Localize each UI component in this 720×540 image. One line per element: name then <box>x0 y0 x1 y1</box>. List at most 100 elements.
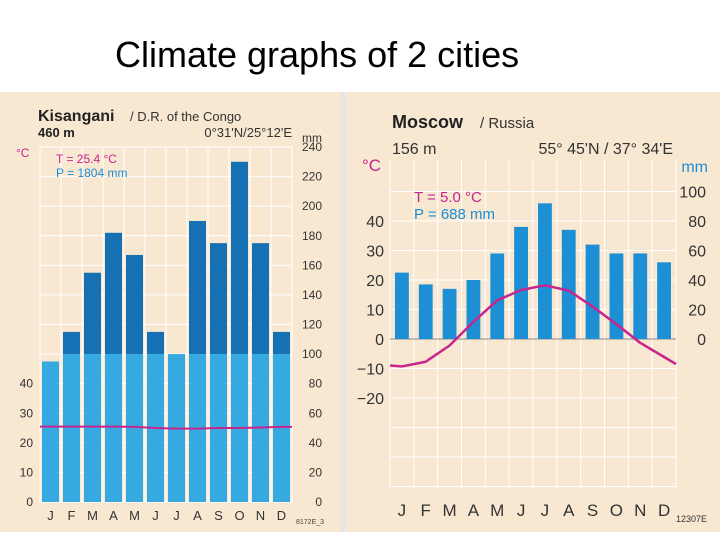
k-month-label: N <box>256 508 265 523</box>
k-precip-bar-high <box>231 161 248 355</box>
m-month-label: J <box>517 501 526 520</box>
k-precip-bar-high <box>252 243 269 355</box>
m-precip-bar <box>490 253 505 339</box>
k-temp-tick-label: 10 <box>20 465 34 479</box>
m-precip-bar <box>514 226 528 339</box>
m-month-label: F <box>421 501 431 520</box>
m-month-label: J <box>541 501 550 520</box>
m-temp-tick-label: 10 <box>366 303 384 320</box>
k-month-label: A <box>109 508 118 523</box>
k-month-label: J <box>152 508 159 523</box>
m-temp-tick-label: 20 <box>366 273 384 290</box>
m-precip-bar <box>395 272 409 339</box>
k-precip-bar-high <box>63 331 80 355</box>
k-precip-tick-label: 160 <box>302 258 322 272</box>
k-precip-tick-label: 60 <box>309 406 323 420</box>
k-month-label: M <box>87 508 98 523</box>
k-temperature-line <box>40 425 292 430</box>
m-precip-bar <box>585 244 600 339</box>
m-left-unit: °C <box>362 156 381 175</box>
k-month-label: M <box>129 508 140 523</box>
m-temp-summary: T = 5.0 °C <box>414 189 482 206</box>
k-precip-bar <box>126 354 143 502</box>
k-temp-tick-label: 30 <box>20 406 34 420</box>
k-precip-tick-label: 200 <box>302 199 322 213</box>
k-right-unit: mm <box>302 131 322 145</box>
m-code: 12307E <box>676 514 707 524</box>
m-precip-tick-label: 40 <box>688 273 706 290</box>
k-month-label: O <box>234 508 244 523</box>
k-precip-tick-label: 80 <box>309 377 323 391</box>
k-precip-bar <box>273 354 290 502</box>
k-precip-tick-label: 100 <box>302 347 322 361</box>
m-country: / Russia <box>480 115 535 132</box>
k-precip-bar-high <box>105 232 122 355</box>
m-precip-bar <box>561 229 576 339</box>
k-precip-tick-label: 240 <box>302 140 322 154</box>
m-month-label: N <box>634 501 646 520</box>
m-month-label: O <box>610 501 623 520</box>
m-precip-tick-label: 0 <box>697 332 706 349</box>
m-precip-tick-label: 100 <box>679 185 706 202</box>
k-elevation: 460 m <box>38 125 75 140</box>
m-temp-tick-label: 30 <box>366 244 384 261</box>
k-precip-tick-label: 0 <box>315 495 322 509</box>
k-precip-bar-high <box>126 254 143 355</box>
m-month-label: A <box>563 501 575 520</box>
k-precip-bar-high <box>273 331 290 355</box>
k-month-label: J <box>47 508 54 523</box>
m-temperature-line <box>389 284 677 368</box>
k-left-unit: °C <box>16 146 30 160</box>
m-temp-tick-label: 0 <box>375 332 384 349</box>
k-month-label: F <box>68 508 76 523</box>
k-month-label: S <box>214 508 223 523</box>
m-temp-tick-label: 40 <box>366 214 384 231</box>
k-temp-tick-label: 40 <box>20 377 34 391</box>
k-precip-summary: P = 1804 mm <box>56 166 127 180</box>
k-month-label: J <box>173 508 180 523</box>
m-precip-tick-label: 60 <box>688 244 706 261</box>
k-country: / D.R. of the Congo <box>130 109 241 124</box>
m-precip-summary: P = 688 mm <box>414 206 495 223</box>
k-precip-bar-high <box>189 220 206 355</box>
m-right-unit: mm <box>681 159 708 176</box>
m-month-label: D <box>658 501 670 520</box>
m-precip-tick-label: 80 <box>688 214 706 231</box>
m-precip-bar <box>633 253 648 339</box>
m-month-label: A <box>468 501 480 520</box>
k-month-label: A <box>193 508 202 523</box>
m-month-label: M <box>490 501 504 520</box>
k-precip-tick-label: 120 <box>302 318 322 332</box>
k-precip-tick-label: 140 <box>302 288 322 302</box>
m-temp-tick-label: −10 <box>357 362 384 379</box>
k-precip-bar-high <box>147 331 164 355</box>
m-coords: 55° 45'N / 37° 34'E <box>538 141 673 158</box>
m-precip-bar <box>657 262 671 339</box>
m-precip-bar <box>609 253 624 339</box>
k-temp-summary: T = 25.4 °C <box>56 152 117 166</box>
k-city-name: Kisangani <box>38 108 114 125</box>
k-temp-tick-label: 0 <box>26 495 33 509</box>
k-precip-bar-high <box>210 243 227 355</box>
k-precip-tick-label: 220 <box>302 170 322 184</box>
m-temp-tick-label: −20 <box>357 391 384 408</box>
m-precip-bar <box>538 203 552 339</box>
m-city-name: Moscow <box>392 112 464 132</box>
m-precip-bar <box>418 284 433 339</box>
k-code: 8172E_3 <box>296 519 324 526</box>
k-precip-bar <box>105 354 122 502</box>
k-coords: 0°31'N/25°12'E <box>204 125 292 140</box>
k-precip-bar-high <box>84 272 101 355</box>
m-month-label: S <box>587 501 598 520</box>
m-elevation: 156 m <box>392 141 436 158</box>
m-month-label: M <box>442 501 456 520</box>
m-precip-bar <box>466 280 481 339</box>
panel-divider <box>340 92 346 532</box>
k-precip-bar <box>84 354 101 502</box>
m-month-label: J <box>398 501 407 520</box>
slide-title: Climate graphs of 2 cities <box>115 34 520 75</box>
k-precip-tick-label: 20 <box>309 465 323 479</box>
k-precip-bar <box>42 361 59 502</box>
k-precip-bar <box>63 354 80 502</box>
